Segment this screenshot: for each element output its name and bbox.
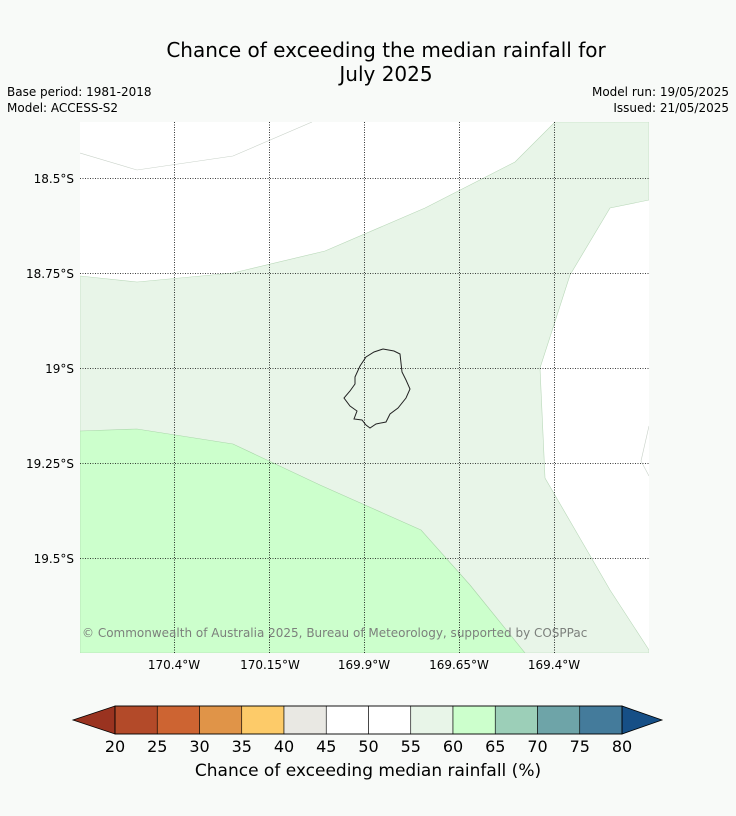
- colorbar-tick-45: 45: [316, 737, 336, 756]
- colorbar-block-65-70: [494, 705, 538, 735]
- colorbar-label: Chance of exceeding median rainfall (%): [194, 761, 542, 781]
- colorbar-block-25-30: [156, 705, 200, 735]
- colorbar-tick-35: 35: [232, 737, 252, 756]
- colorbar-tick-25: 25: [147, 737, 167, 756]
- lat-label-18-75: 18.75°S: [26, 267, 74, 281]
- copyright-text: © Commonwealth of Australia 2025, Bureau…: [82, 626, 587, 640]
- colorbar-tick-50: 50: [358, 737, 378, 756]
- lon-label-169-9: 169.9°W: [338, 658, 390, 672]
- model-text: Model: ACCESS-S2: [7, 101, 119, 115]
- base-period-text: Base period: 1981-2018: [7, 85, 152, 99]
- meta-left: Base period: 1981-2018 Model: ACCESS-S2: [7, 84, 152, 116]
- colorbar-block-70-75: [537, 705, 581, 735]
- colorbar-tick-75: 75: [570, 737, 590, 756]
- colorbar-block-20-25: [114, 705, 158, 735]
- lon-labels: 170.4°W 170.15°W 169.9°W 169.65°W 169.4°…: [148, 658, 580, 672]
- colorbar-block-75-80: [579, 705, 623, 735]
- lon-gridlines: [174, 122, 555, 653]
- title-line-1: Chance of exceeding the median rainfall …: [166, 38, 606, 62]
- colorbar-ticks: 20 25 30 35 40 45 50 55 60 65 70 75 80: [105, 737, 632, 756]
- colorbar-tick-30: 30: [189, 737, 209, 756]
- lon-label-170-15: 170.15°W: [240, 658, 300, 672]
- colorbar-tick-20: 20: [105, 737, 125, 756]
- colorbar-block-50-55: [368, 705, 412, 735]
- title-line-2: July 2025: [339, 62, 433, 86]
- lat-labels: 18.5°S 18.75°S 19°S 19.25°S 19.5°S: [26, 172, 74, 566]
- map-title: Chance of exceeding the median rainfall …: [100, 38, 672, 86]
- lat-label-18-5: 18.5°S: [34, 172, 74, 186]
- colorbar-tick-60: 60: [443, 737, 463, 756]
- lon-label-169-65: 169.65°W: [429, 658, 489, 672]
- contour-line-right: [640, 425, 649, 477]
- region-60-65: [80, 428, 526, 653]
- colorbar-over-arrow: [621, 705, 664, 735]
- lat-label-19-5: 19.5°S: [34, 552, 74, 566]
- contour-line-top: [80, 122, 313, 171]
- colorbar-tick-40: 40: [274, 737, 294, 756]
- colorbar-under-arrow: [71, 705, 116, 735]
- colorbar: 20 25 30 35 40 45 50 55 60 65 70 75 80: [71, 705, 664, 756]
- lon-label-169-4: 169.4°W: [528, 658, 580, 672]
- colorbar-block-35-40: [241, 705, 285, 735]
- meta-right: Model run: 19/05/2025 Issued: 21/05/2025: [592, 84, 729, 116]
- colorbar-frame: [114, 705, 623, 735]
- colorbar-tick-80: 80: [612, 737, 632, 756]
- colorbar-block-55-60: [410, 705, 454, 735]
- issued-text: Issued: 21/05/2025: [613, 101, 729, 115]
- lat-label-19: 19°S: [45, 362, 74, 376]
- model-run-text: Model run: 19/05/2025: [591, 85, 729, 99]
- colorbar-block-40-45: [283, 705, 327, 735]
- colorbar-tick-55: 55: [401, 737, 421, 756]
- map-plot-area: © Commonwealth of Australia 2025, Bureau…: [80, 122, 649, 653]
- colorbar-block-30-35: [199, 705, 243, 735]
- colorbar-tick-65: 65: [485, 737, 505, 756]
- lon-label-170-4: 170.4°W: [148, 658, 200, 672]
- island-outline: [343, 348, 411, 429]
- colorbar-blocks: [114, 705, 623, 735]
- lat-label-19-25: 19.25°S: [26, 457, 74, 471]
- colorbar-block-60-65: [452, 705, 496, 735]
- colorbar-tick-70: 70: [527, 737, 547, 756]
- colorbar-block-45-50: [325, 705, 369, 735]
